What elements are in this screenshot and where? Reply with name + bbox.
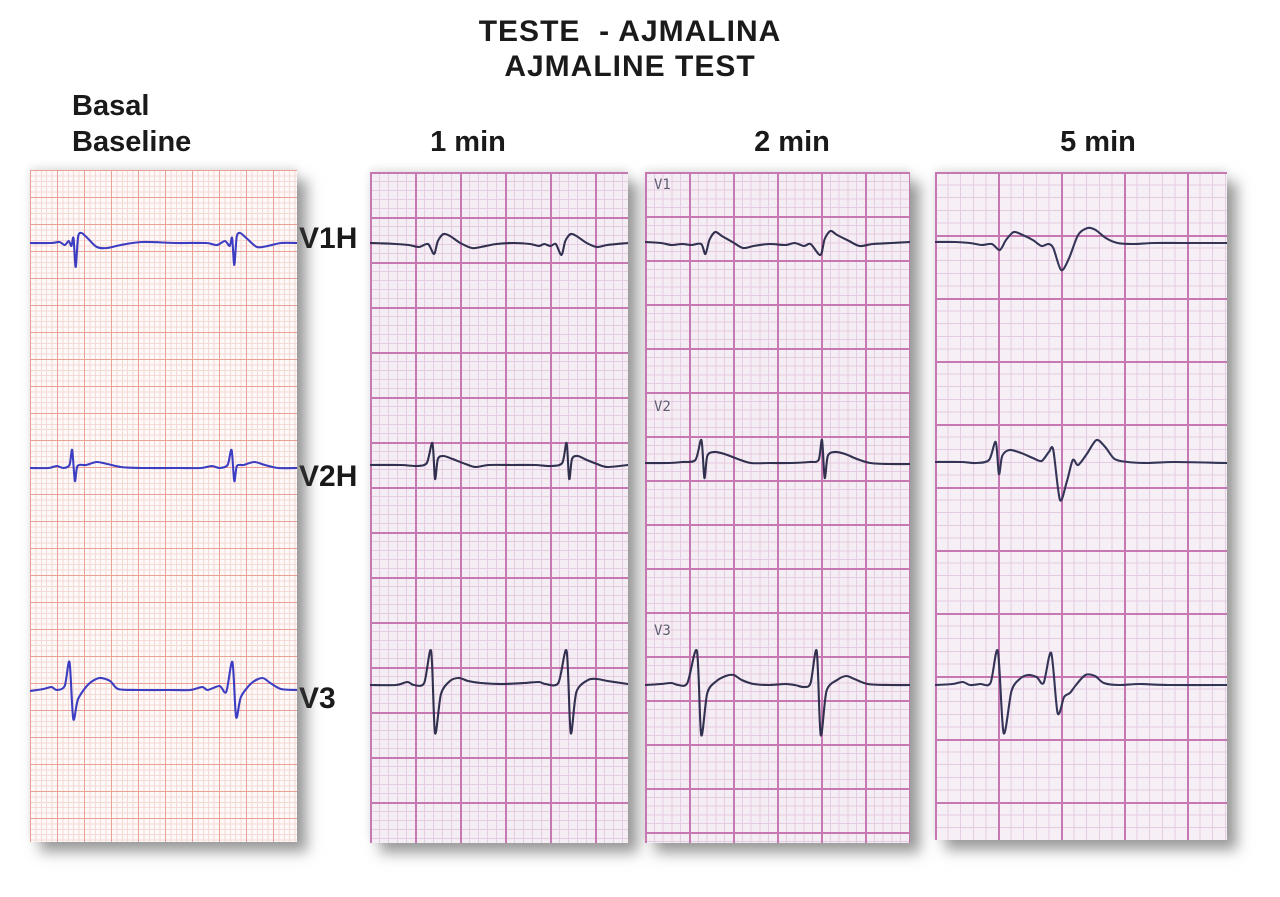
column-header-2min: 2 min [754, 126, 830, 158]
ecg-panel-2min: V1 V2 V3 [645, 172, 910, 843]
column-header-5min: 5 min [1060, 126, 1136, 158]
column-header-baseline: Basal Baseline [72, 88, 191, 160]
ecg-traces-2min [645, 229, 910, 737]
figure-title: TESTE - AJMALINA AJMALINE TEST [0, 14, 1260, 84]
figure-title-line1: TESTE - AJMALINA [478, 15, 782, 48]
column-header-baseline-line1: Basal [72, 90, 150, 122]
lead-label-v3: V3 [654, 623, 671, 639]
ecg-traces-1min [370, 232, 628, 735]
column-header-baseline-line2: Baseline [72, 126, 192, 158]
figure-title-line2: AJMALINE TEST [504, 50, 756, 83]
lead-label-v1: V1 [654, 177, 671, 193]
row-label-v3: V3 [299, 682, 336, 715]
ecg-panel-1min [370, 172, 628, 843]
lead-label-v2: V2 [654, 399, 671, 415]
row-label-v1h: V1H [299, 222, 358, 255]
ecg-panel-baseline [30, 170, 297, 842]
ecg-panel-5min [935, 172, 1227, 840]
column-header-1min: 1 min [430, 126, 506, 158]
ecg-traces-baseline [30, 231, 297, 721]
row-label-v2h: V2H [299, 460, 358, 493]
ecg-traces-5min [935, 226, 1227, 735]
